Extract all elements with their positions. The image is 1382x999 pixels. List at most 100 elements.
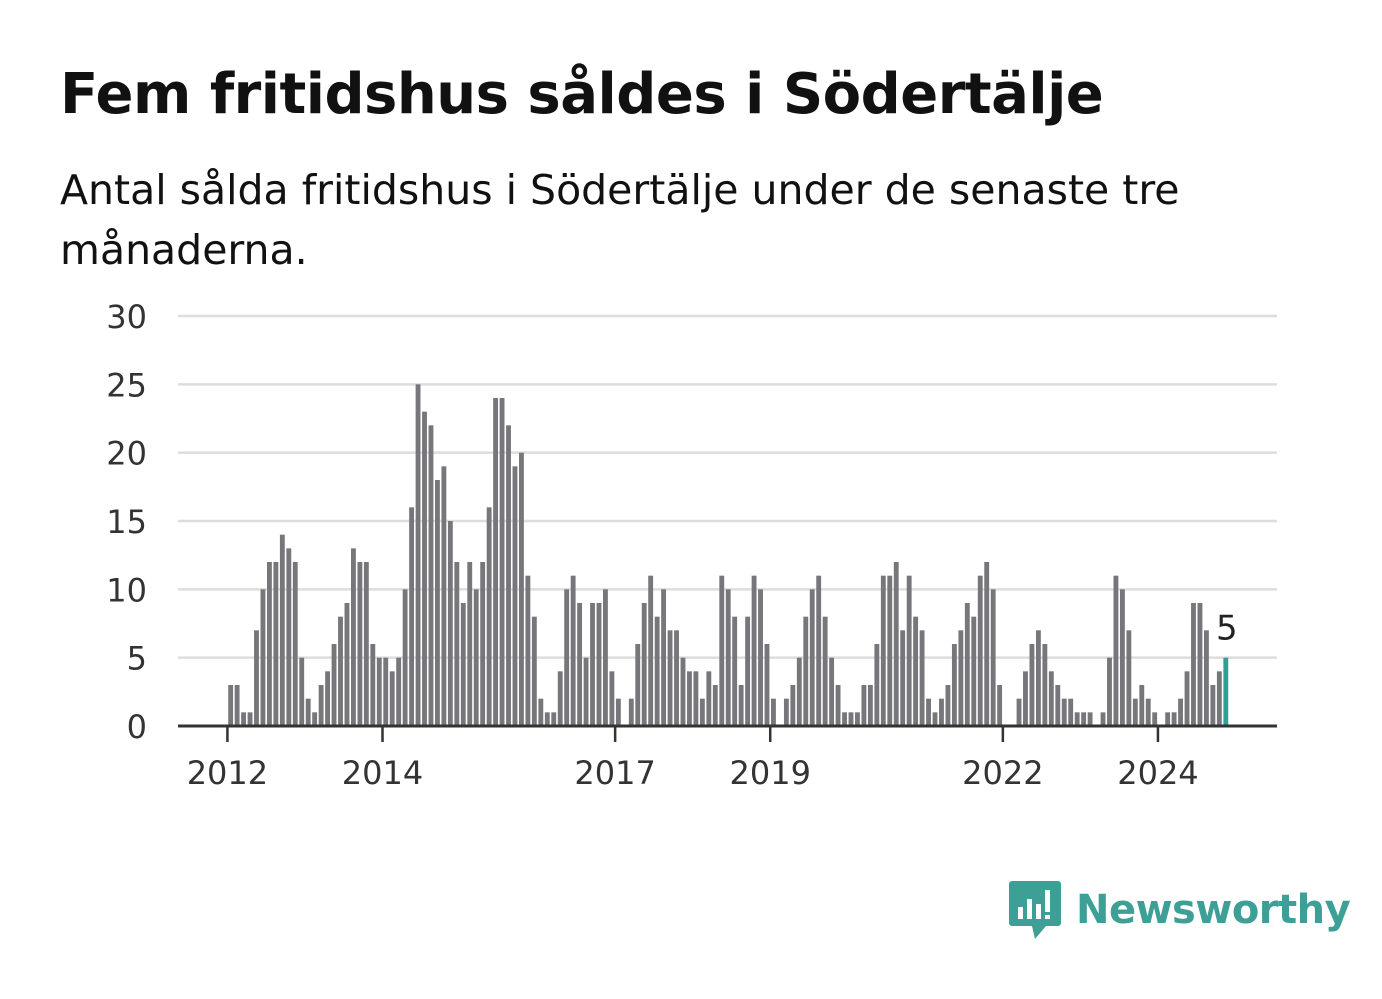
bar — [661, 589, 667, 726]
bar — [603, 589, 608, 726]
bar — [764, 644, 770, 726]
bar — [1107, 657, 1112, 726]
bar — [635, 644, 641, 726]
bar — [583, 657, 589, 726]
bar — [867, 685, 873, 726]
bar — [486, 507, 492, 726]
bar — [447, 521, 453, 726]
bar — [1165, 712, 1171, 726]
bar — [783, 698, 789, 726]
bar — [1152, 712, 1158, 726]
newsworthy-logo: Newsworthy — [1008, 878, 1351, 942]
bar — [939, 698, 944, 726]
bar — [609, 671, 615, 726]
y-tick-label: 20 — [106, 435, 147, 473]
bar — [977, 575, 983, 726]
bar — [590, 603, 595, 726]
bar — [305, 698, 311, 726]
bar — [544, 712, 550, 726]
bar — [506, 425, 511, 726]
bar — [790, 685, 796, 726]
y-tick-label: 10 — [106, 571, 147, 609]
bar — [331, 644, 337, 726]
bar — [816, 575, 822, 726]
bar — [577, 603, 583, 726]
bar — [383, 657, 389, 726]
bar — [460, 603, 466, 726]
bar — [325, 671, 331, 726]
bar — [1132, 698, 1138, 726]
bar — [1171, 712, 1177, 726]
bar — [874, 644, 880, 726]
bar — [835, 685, 841, 726]
bar — [357, 562, 363, 726]
bar — [1216, 671, 1222, 726]
y-tick-label: 30 — [106, 298, 147, 336]
bar — [519, 452, 524, 726]
bar — [435, 480, 440, 726]
bar — [1048, 671, 1054, 726]
bar — [1184, 671, 1190, 726]
bar — [1139, 685, 1145, 726]
bar — [674, 630, 679, 726]
bars — [228, 384, 1229, 726]
bar — [855, 712, 860, 726]
bar — [376, 657, 382, 726]
x-tick-label: 2022 — [962, 754, 1043, 792]
bar — [473, 589, 479, 726]
bar — [706, 671, 712, 726]
bar — [266, 562, 272, 726]
bar — [1029, 644, 1035, 726]
bar — [525, 575, 531, 726]
bar — [1042, 644, 1048, 726]
bar — [428, 425, 434, 726]
bar — [829, 657, 835, 726]
bar — [887, 575, 893, 726]
bar — [758, 589, 763, 726]
bar — [751, 575, 757, 726]
bar — [557, 671, 563, 726]
bar — [480, 562, 486, 726]
bar — [900, 630, 906, 726]
bar — [712, 685, 718, 726]
bar — [415, 384, 421, 726]
highlight-value-label: 5 — [1216, 609, 1238, 649]
x-tick-label: 2017 — [574, 754, 655, 792]
bar — [641, 603, 647, 726]
bar — [260, 589, 266, 726]
bar — [254, 630, 259, 726]
bar — [958, 630, 964, 726]
bar — [848, 712, 854, 726]
bar — [370, 644, 376, 726]
x-tick-label: 2014 — [342, 754, 423, 792]
bar — [1203, 630, 1209, 726]
bar — [803, 616, 809, 726]
bar — [796, 657, 802, 726]
bar — [422, 411, 427, 726]
bar — [932, 712, 938, 726]
bar — [538, 698, 544, 726]
bar — [1197, 603, 1203, 726]
bar — [913, 616, 919, 726]
y-tick-label: 0 — [127, 708, 147, 746]
bar — [964, 603, 970, 726]
bar — [725, 589, 731, 726]
chart-subtitle: Antal sålda fritidshus i Södertälje unde… — [60, 166, 1180, 274]
brand-name: Newsworthy — [1076, 887, 1351, 933]
bar — [241, 712, 246, 726]
bar — [628, 698, 634, 726]
bar — [745, 616, 751, 726]
bar — [990, 589, 996, 726]
bar — [880, 575, 886, 726]
newsworthy-chart-bubble-icon — [1009, 881, 1061, 939]
bar — [1119, 589, 1125, 726]
bar — [1055, 685, 1061, 726]
bar — [551, 712, 557, 726]
bar — [318, 685, 324, 726]
bar — [893, 562, 899, 726]
bar — [945, 685, 951, 726]
bar — [247, 712, 253, 726]
bar — [564, 589, 570, 726]
bar — [842, 712, 847, 726]
chart-title: Fem fritidshus såldes i Södertälje — [60, 62, 1104, 127]
